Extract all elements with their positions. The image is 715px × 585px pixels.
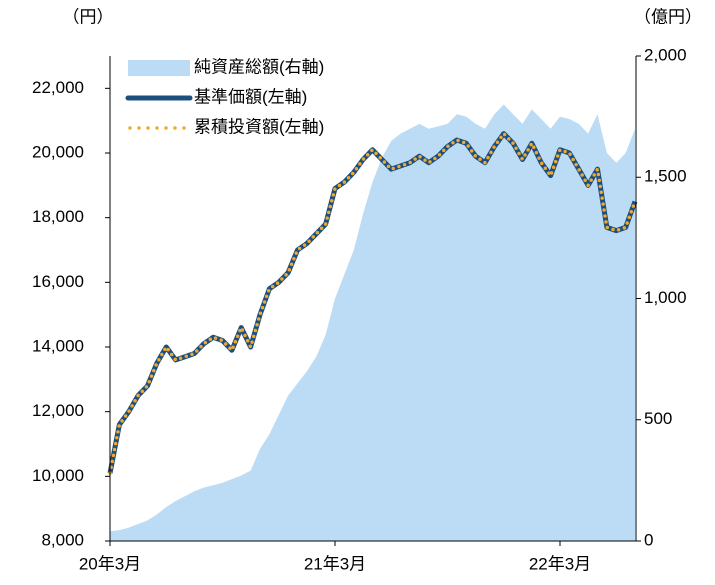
y2-tick-label: 1,500 (644, 167, 687, 186)
y-tick-label: 18,000 (32, 207, 84, 226)
y-tick-label: 8,000 (41, 530, 84, 549)
y2-tick-label: 2,000 (644, 45, 687, 64)
y-axis-label: （円） (63, 7, 114, 26)
y2-tick-label: 1,000 (644, 288, 687, 307)
y2-tick-label: 0 (644, 530, 653, 549)
dotted-line (108, 131, 637, 475)
legend-label: 純資産総額(右軸) (194, 57, 324, 76)
legend-label: 累積投資額(左軸) (194, 117, 324, 136)
x-tick-label: 21年3月 (304, 554, 366, 573)
x-tick-label: 20年3月 (79, 554, 141, 573)
y-tick-label: 12,000 (32, 401, 84, 420)
area (110, 104, 635, 541)
legend-swatch (128, 60, 190, 76)
y2-axis-label: （億円） (634, 7, 702, 26)
x-tick-label: 22年3月 (529, 554, 591, 573)
legend-label: 基準価額(左軸) (194, 87, 307, 106)
y-tick-label: 22,000 (32, 78, 84, 97)
y-tick-label: 20,000 (32, 142, 84, 161)
y-tick-label: 16,000 (32, 272, 84, 291)
y-tick-label: 14,000 (32, 336, 84, 355)
y-tick-label: 10,000 (32, 466, 84, 485)
y2-tick-label: 500 (644, 409, 672, 428)
